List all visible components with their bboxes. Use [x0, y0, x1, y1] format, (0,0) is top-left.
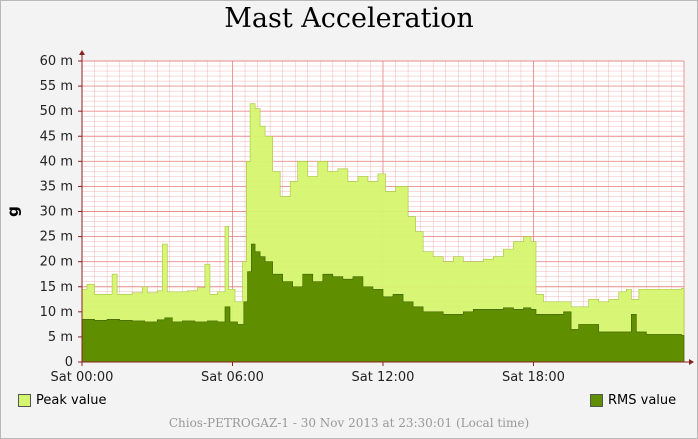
x-tick-label: Sat 12:00 [352, 370, 415, 385]
y-tick-label: 30 m [40, 205, 73, 220]
chart-svg: 0 5 m 10 m 15 m 20 m 25 m 30 m 35 m 40 m 45 m 50 m… [4, 50, 694, 385]
y-tick-label: 40 m [40, 154, 73, 169]
y-axis-arrow [79, 50, 85, 55]
y-tick-label: 50 m [40, 104, 73, 119]
x-tick-label: Sat 00:00 [51, 370, 114, 385]
series-rms-area [81, 243, 685, 363]
y-tick-label: 25 m [40, 230, 73, 245]
y-tick-label: 60 m [40, 54, 73, 69]
legend-rms-swatch [590, 394, 603, 407]
y-tick-label: 45 m [40, 129, 73, 144]
legend-rms-label: RMS value [608, 393, 677, 408]
chart-title: Mast Acceleration [224, 3, 474, 34]
y-axis-label: g [4, 206, 22, 217]
y-tick-label: 35 m [40, 179, 73, 194]
legend-peak-swatch [18, 394, 31, 407]
x-tick-label: Sat 18:00 [502, 370, 565, 385]
x-tick-label: Sat 06:00 [201, 370, 264, 385]
y-tick-label: 20 m [40, 255, 73, 270]
y-tick-label: 0 [65, 355, 73, 370]
legend-peak: Peak value [18, 393, 107, 408]
y-tick-label: 15 m [40, 280, 73, 295]
y-tick-label: 10 m [40, 305, 73, 320]
series-peak-area [81, 103, 685, 363]
y-tick-label: 55 m [40, 79, 73, 94]
x-axis-arrow [689, 359, 694, 365]
legend-rms: RMS value [590, 393, 676, 408]
y-tick-label: 5 m [48, 330, 73, 345]
chart-footer: Chios-PETROGAZ-1 - 30 Nov 2013 at 23:30:… [168, 416, 530, 430]
legend-peak-label: Peak value [36, 393, 107, 408]
